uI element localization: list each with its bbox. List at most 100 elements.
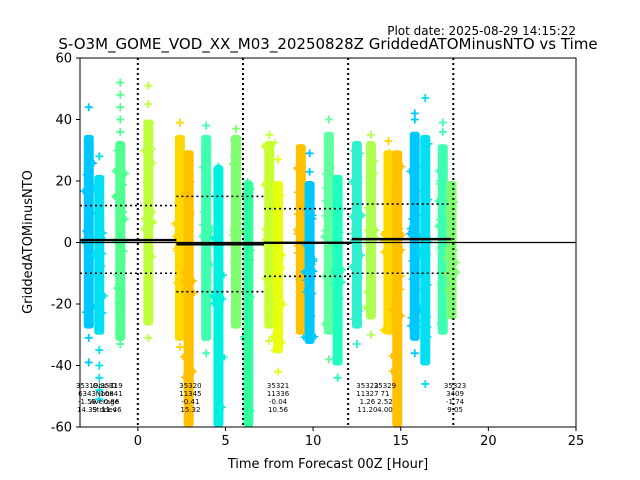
annotation-text: Obs-ID <box>93 382 117 390</box>
scatter-point <box>140 225 147 232</box>
scatter-point <box>332 181 339 188</box>
scatter-point <box>447 267 454 274</box>
scatter-point <box>198 164 205 171</box>
axis-ticks: 0 5 10 15 20 25 -60 -40 -20 0 20 40 60 <box>51 52 585 450</box>
scatter-point <box>228 232 235 239</box>
scatter-point <box>220 295 227 302</box>
scatter-point <box>185 315 192 322</box>
scatter-point <box>92 209 99 216</box>
scatter-point <box>298 300 305 307</box>
scatter-point <box>220 272 227 279</box>
scatter-point <box>453 259 460 266</box>
scatter-cluster <box>140 81 157 342</box>
scatter-cluster <box>228 124 245 329</box>
scatter-point <box>117 218 124 225</box>
scatter-point <box>293 164 300 171</box>
scatter-point <box>229 137 236 144</box>
annotation-text: 35322 <box>356 382 378 390</box>
annotation-text: 35329 <box>374 382 396 390</box>
scatter-point <box>203 235 210 242</box>
scatter-point <box>261 226 268 233</box>
scatter-point <box>116 90 125 99</box>
scatter-point <box>143 178 150 185</box>
scatter-point <box>231 124 240 133</box>
scatter-point <box>424 313 431 320</box>
scatter-point <box>172 247 179 254</box>
scatter-point <box>321 227 328 234</box>
scatter-point <box>122 216 129 223</box>
scatter-point <box>144 81 153 90</box>
scatter-point <box>332 217 339 224</box>
scatter-point <box>84 103 93 112</box>
scatter-point <box>399 163 406 170</box>
scatter-point <box>421 353 428 360</box>
scatter-point <box>201 176 208 183</box>
scatter-point <box>348 213 355 220</box>
scatter-point <box>248 407 255 414</box>
scatter-point <box>324 221 331 228</box>
scatter-point <box>232 233 239 240</box>
x-tick-label: 5 <box>221 434 229 449</box>
scatter-point <box>411 296 418 303</box>
scatter-point <box>244 218 251 225</box>
scatter-point <box>247 298 254 305</box>
scatter-point <box>437 148 444 155</box>
scatter-point <box>352 339 361 348</box>
scatter-point <box>369 147 376 154</box>
scatter-point <box>82 309 89 316</box>
scatter-point <box>324 355 333 364</box>
scatter-point <box>208 261 215 268</box>
scatter-point <box>217 297 224 304</box>
scatter-point <box>187 245 194 252</box>
annotation-text: Average <box>90 398 119 406</box>
scatter-point <box>356 307 363 314</box>
scatter-point <box>272 265 279 272</box>
scatter-point <box>408 215 415 222</box>
scatter-point <box>330 281 337 288</box>
scatter-point <box>372 158 379 165</box>
scatter-point <box>452 199 459 206</box>
scatter-point <box>408 276 415 283</box>
scatter-point <box>201 223 208 230</box>
scatter-point <box>210 300 217 307</box>
annotation-text: Nobs <box>96 390 114 398</box>
annotation-text: 4.00 <box>377 406 393 414</box>
scatter-point <box>271 287 278 294</box>
scatter-point <box>177 197 184 204</box>
scatter-point <box>175 152 182 159</box>
scatter-point <box>324 115 333 124</box>
scatter-point <box>95 361 104 370</box>
x-axis-label: Time from Forecast 00Z [Hour] <box>227 457 429 472</box>
scatter-point <box>116 78 125 87</box>
scatter-point <box>191 289 198 296</box>
scatter-point <box>333 301 340 308</box>
scatter-point <box>270 347 277 354</box>
scatter-point <box>248 247 255 254</box>
scatter-point <box>442 254 449 261</box>
scatter-point <box>111 168 118 175</box>
annotation-text: 35318 <box>76 382 98 390</box>
y-tick-label: -40 <box>51 359 72 374</box>
scatter-point <box>339 279 346 286</box>
scatter-point <box>204 214 211 221</box>
scatter-point <box>183 286 190 293</box>
scatter-point <box>198 233 205 240</box>
scatter-point <box>297 217 304 224</box>
scatter-point <box>333 335 340 342</box>
scatter-point <box>89 182 96 189</box>
scatter-point <box>392 153 399 160</box>
scatter-point <box>206 278 213 285</box>
scatter-point <box>418 323 425 330</box>
scatter-point <box>369 227 376 234</box>
chart-title: S-O3M_GOME_VOD_XX_M03_20250828Z GriddedA… <box>58 35 597 54</box>
scatter-point <box>180 278 187 285</box>
scatter-point <box>328 164 335 171</box>
scatter-point <box>95 386 104 395</box>
scatter-point <box>200 208 207 215</box>
scatter-point <box>384 137 393 146</box>
scatter-point <box>293 243 300 250</box>
scatter-point <box>205 269 212 276</box>
scatter-point <box>273 294 280 301</box>
scatter-point <box>334 315 341 322</box>
